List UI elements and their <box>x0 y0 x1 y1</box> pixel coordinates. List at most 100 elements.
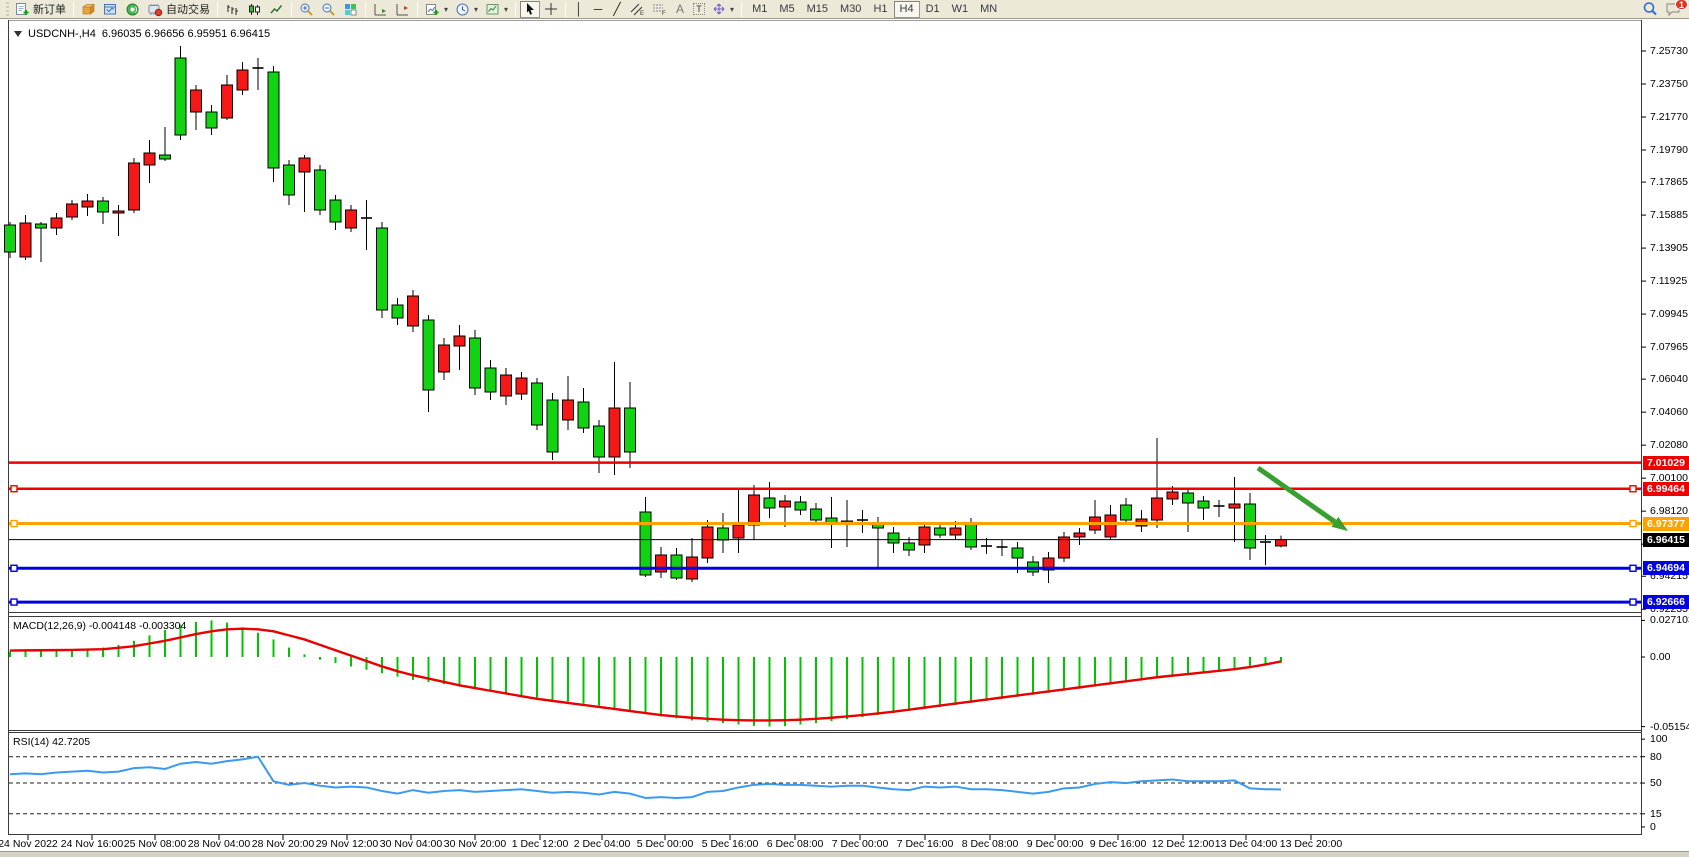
zoom-in-icon <box>300 3 313 16</box>
auto-scroll-button[interactable] <box>370 1 391 18</box>
timeframe-m30-button[interactable]: M30 <box>840 3 862 15</box>
new-order-button[interactable]: 新订单 <box>12 1 69 18</box>
line-chart-mode-button[interactable] <box>266 1 287 18</box>
candle-up <box>732 524 745 539</box>
horizontal-line-tool-button[interactable]: ─ <box>589 1 607 18</box>
rsi-line <box>9 755 1282 799</box>
candle-down <box>1244 503 1256 549</box>
time-axis-label: 13 Dec 04:00 <box>1214 838 1278 850</box>
timeframe-d1-button[interactable]: D1 <box>925 3 940 15</box>
channel-tool-button[interactable]: E <box>627 1 648 18</box>
time-axis-label: 9 Dec 00:00 <box>1026 838 1084 850</box>
line-price-tag: 7.01029 <box>1643 455 1689 470</box>
equidistant-channel-icon: E <box>630 3 644 16</box>
text-tool-button[interactable]: A <box>671 1 689 18</box>
time-axis-label: 7 Dec 00:00 <box>831 838 889 850</box>
price-axis-label: 7.09945 <box>1650 308 1688 321</box>
price-axis-label: 7.04060 <box>1650 406 1688 419</box>
candlestick-icon <box>249 3 260 15</box>
autotrading-button[interactable]: 自动交易 <box>144 1 213 18</box>
candle-down <box>903 542 915 551</box>
chart-shift-button[interactable] <box>392 1 413 18</box>
candle-down <box>810 508 822 521</box>
timeframe-m5-button[interactable]: M5 <box>779 3 795 15</box>
price-axis-label: 7.17865 <box>1650 176 1688 189</box>
candle-up <box>1042 557 1055 571</box>
svg-text:F: F <box>662 11 666 16</box>
periods-menu-button[interactable] <box>452 1 481 18</box>
line-price-tag: 6.94694 <box>1643 561 1689 576</box>
new-chart-cube-icon <box>81 3 96 15</box>
zoom-out-button[interactable] <box>318 1 339 18</box>
time-axis-label: 8 Dec 08:00 <box>961 838 1019 850</box>
candle-up <box>438 344 450 373</box>
signals-button[interactable] <box>122 1 143 18</box>
arrow-annotation[interactable] <box>1256 465 1337 524</box>
cursor-tool-button[interactable] <box>520 0 541 18</box>
price-axis-label: 7.00100 <box>1650 472 1688 485</box>
time-axis-label: 12 Dec 12:00 <box>1151 838 1215 850</box>
timeframe-mn-button[interactable]: MN <box>980 3 998 15</box>
autotrading-label: 自动交易 <box>166 4 210 16</box>
time-axis-label: 24 Nov 16:00 <box>60 838 124 850</box>
timeframe-h4-button[interactable]: H4 <box>893 0 920 18</box>
templates-menu-button[interactable] <box>482 1 511 18</box>
search-button[interactable] <box>1639 1 1661 18</box>
candle-down <box>1197 500 1210 509</box>
tile-windows-button[interactable] <box>340 1 361 18</box>
tile-windows-icon <box>345 3 357 15</box>
candle-down <box>283 164 295 196</box>
candle-down <box>174 57 187 136</box>
line-end-marker <box>10 598 18 606</box>
new-chart-button[interactable] <box>78 1 99 18</box>
arrows-tool-button[interactable] <box>709 1 737 18</box>
candle-down <box>1120 504 1132 521</box>
timeframe-m15-button[interactable]: M15 <box>806 3 829 15</box>
candle-down <box>763 497 776 509</box>
timeframe-h1-button[interactable]: H1 <box>873 3 888 15</box>
candle-up <box>236 69 249 91</box>
timeframe-m1-button[interactable]: M1 <box>752 3 768 15</box>
chart-title: USDCNH-,H4 6.96035 6.96656 6.95951 6.964… <box>14 28 270 40</box>
collapse-chart-icon[interactable] <box>14 31 22 37</box>
toolbar-separator <box>565 1 567 17</box>
candle-up <box>407 295 419 327</box>
line-end-marker <box>10 519 18 528</box>
text-label-tool-button[interactable]: T <box>690 1 708 18</box>
chart-shift-icon <box>396 3 408 15</box>
candle-down <box>314 169 326 211</box>
candle-down <box>577 401 590 429</box>
toolbar-grip[interactable] <box>6 2 9 16</box>
candlestick-mode-button[interactable] <box>244 1 265 18</box>
candle-up <box>500 374 512 397</box>
profiles-button[interactable] <box>100 1 121 18</box>
line-price-tag: 6.99464 <box>1643 481 1689 496</box>
candle-down <box>624 407 636 453</box>
time-axis-label: 2 Dec 04:00 <box>573 838 631 850</box>
candle-up <box>748 494 760 526</box>
chart-area[interactable]: USDCNH-,H4 6.96035 6.96656 6.95951 6.964… <box>0 20 1689 857</box>
trendline-tool-button[interactable]: ╱ <box>608 1 626 18</box>
candle-down <box>97 200 109 213</box>
add-indicator-icon <box>426 3 439 15</box>
price-axis-label: 7.13905 <box>1650 242 1688 255</box>
candle-down <box>794 501 807 511</box>
timeframe-w1-button[interactable]: W1 <box>951 3 969 15</box>
horizontal-line-icon: ─ <box>593 2 603 16</box>
zoom-in-button[interactable] <box>296 1 317 18</box>
candle-up <box>608 407 621 458</box>
vertical-line-tool-button[interactable]: │ <box>570 1 588 18</box>
fibonacci-tool-button[interactable]: F <box>649 1 670 18</box>
time-axis-label: 5 Dec 00:00 <box>636 838 694 850</box>
macd-scale-label: 0.00 <box>1650 651 1671 663</box>
candle-up <box>128 162 140 211</box>
macd-indicator-label: MACD(12,26,9) -0.004148 -0.003304 <box>13 620 187 632</box>
crosshair-tool-button[interactable] <box>541 1 561 18</box>
arrows-tool-icon <box>713 3 725 15</box>
notifications-button[interactable]: 1 <box>1662 0 1688 18</box>
candle-up <box>562 399 574 421</box>
rsi-scale-label: 15 <box>1650 807 1662 820</box>
indicators-menu-button[interactable] <box>422 1 451 18</box>
candle-down <box>965 523 977 548</box>
bar-chart-mode-button[interactable] <box>222 1 243 18</box>
